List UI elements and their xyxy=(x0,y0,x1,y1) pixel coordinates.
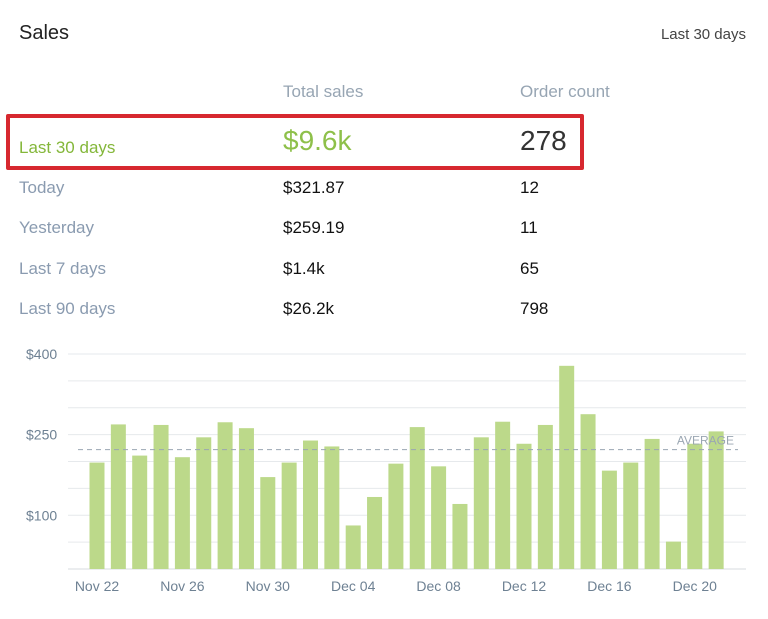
x-tick-label: Dec 08 xyxy=(416,578,461,594)
row-total-sales: $321.87 xyxy=(283,178,345,197)
bar xyxy=(687,443,703,569)
bar xyxy=(345,525,361,569)
average-line-group: AVERAGE xyxy=(78,434,738,451)
bar xyxy=(431,466,447,569)
bar xyxy=(303,440,318,569)
bar xyxy=(238,428,254,569)
bar xyxy=(580,414,596,569)
bar xyxy=(644,438,660,569)
row-total-sales: $1.4k xyxy=(283,259,325,278)
bar xyxy=(89,462,105,569)
bar xyxy=(367,496,383,569)
bar xyxy=(196,437,212,569)
bar xyxy=(388,463,404,569)
y-tick-label: $100 xyxy=(26,507,57,523)
x-tick-label: Nov 26 xyxy=(160,578,205,594)
chart-axis-labels: $100 $250 $400 Nov 22 Nov 26 Nov 30 Dec 04 Dec … xyxy=(26,346,717,594)
bar xyxy=(324,446,340,569)
row-order-count: 11 xyxy=(520,218,538,237)
bar xyxy=(623,462,639,569)
row-label: Today xyxy=(19,178,65,197)
row-label: Last 90 days xyxy=(19,299,116,318)
row-label: Yesterday xyxy=(19,218,94,237)
bar xyxy=(601,470,617,569)
bar xyxy=(217,422,233,569)
bar xyxy=(260,477,276,569)
page-title: Sales xyxy=(19,22,70,44)
chart-grid xyxy=(68,353,746,570)
x-tick-label: Dec 12 xyxy=(502,578,547,594)
column-header-total-sales: Total sales xyxy=(283,82,364,101)
bar xyxy=(473,437,489,569)
bar xyxy=(452,503,468,569)
bar xyxy=(537,424,553,569)
bar xyxy=(409,427,425,569)
bar xyxy=(132,455,148,569)
bar xyxy=(495,421,511,569)
row-order-count: 12 xyxy=(520,178,539,197)
row-total-sales: $259.19 xyxy=(283,218,345,237)
summary-row-last-90-days[interactable]: Last 90 days $26.2k 798 xyxy=(0,293,768,327)
bar xyxy=(516,443,532,569)
row-order-count: 278 xyxy=(520,125,567,156)
summary-row-yesterday[interactable]: Yesterday $259.19 11 xyxy=(0,212,768,246)
bar xyxy=(110,424,126,569)
bar xyxy=(153,424,169,569)
x-tick-label: Nov 22 xyxy=(75,578,120,594)
row-label: Last 30 days xyxy=(19,138,116,157)
x-tick-label: Dec 04 xyxy=(331,578,376,594)
highlight-box xyxy=(6,114,584,170)
chart-bars xyxy=(89,365,724,569)
x-tick-label: Nov 30 xyxy=(246,578,291,594)
row-order-count: 798 xyxy=(520,299,549,318)
sales-bar-chart: AVERAGE $100 $250 $400 Nov 22 Nov 26 Nov 30 De… xyxy=(26,346,746,594)
summary-row-last-7-days[interactable]: Last 7 days $1.4k 65 xyxy=(0,253,768,287)
bar xyxy=(559,365,575,569)
bar xyxy=(281,462,297,569)
x-tick-label: Dec 16 xyxy=(587,578,632,594)
row-label: Last 7 days xyxy=(19,259,106,278)
row-total-sales: $9.6k xyxy=(283,125,352,156)
y-tick-label: $400 xyxy=(26,346,57,362)
y-tick-label: $250 xyxy=(26,427,57,443)
summary-row-last-30-days[interactable]: Last 30 days $9.6k 278 xyxy=(0,116,768,157)
column-header-order-count: Order count xyxy=(520,82,610,101)
summary-row-today[interactable]: Today $321.87 12 xyxy=(0,172,768,206)
date-range-link[interactable]: Last 30 days xyxy=(660,26,746,43)
x-tick-label: Dec 20 xyxy=(673,578,718,594)
row-order-count: 65 xyxy=(520,259,539,278)
average-label: AVERAGE xyxy=(677,434,734,448)
bar xyxy=(708,431,724,569)
bar xyxy=(174,457,190,569)
row-total-sales: $26.2k xyxy=(283,299,335,318)
bar xyxy=(665,541,681,569)
